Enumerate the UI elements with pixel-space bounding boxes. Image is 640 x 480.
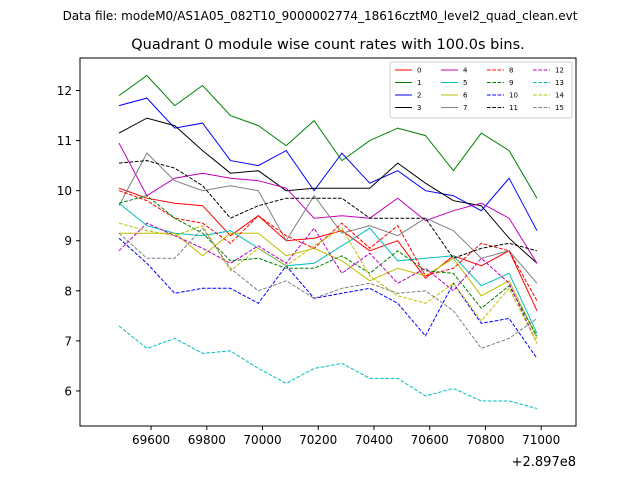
series-line-11	[118, 160, 538, 259]
series-line-8	[118, 190, 538, 302]
legend-label: 6	[463, 92, 468, 100]
axes-frame	[79, 57, 577, 427]
legend-label: 4	[463, 67, 468, 75]
legend-label: 5	[463, 79, 467, 87]
series-line-6	[119, 232, 538, 339]
y-tick-label: 6	[64, 384, 72, 398]
legend-label: 10	[509, 92, 518, 100]
series-line-0	[118, 187, 538, 312]
y-tick-label: 12	[57, 84, 72, 98]
legend-label: 15	[555, 104, 564, 112]
suptitle: Data file: modeM0/AS1A05_082T10_90000027…	[63, 9, 578, 23]
series-line-14	[118, 222, 538, 344]
legend-label: 12	[555, 67, 564, 75]
series-line-13	[118, 325, 538, 409]
series-line-4	[118, 142, 538, 264]
legend-label: 2	[417, 92, 421, 100]
x-tick-label: 70800	[466, 433, 504, 447]
legend-label: 7	[463, 104, 467, 112]
series-line-9	[118, 195, 538, 337]
series-line-1	[118, 74, 538, 199]
legend-label: 11	[509, 104, 518, 112]
chart-title: Quadrant 0 module wise count rates with …	[131, 37, 525, 53]
x-tick-label: 69800	[188, 433, 226, 447]
y-tick-label: 10	[57, 184, 72, 198]
series-line-3	[118, 117, 538, 264]
y-axis: 6 7 8 9 10 11 12	[57, 84, 80, 398]
x-tick-label: 71000	[522, 433, 560, 447]
x-axis: 69600 69800 70000 70200 70400 70600 70800 71000	[132, 426, 560, 447]
series-layer	[118, 74, 538, 409]
x-tick-label: 70400	[355, 433, 393, 447]
legend-label: 13	[555, 79, 564, 87]
series-line-7	[118, 152, 538, 284]
legend-box	[389, 61, 573, 119]
legend-label: 1	[417, 79, 421, 87]
x-tick-label: 70000	[243, 433, 281, 447]
x-tick-label: 70200	[299, 433, 337, 447]
series-line-15	[118, 227, 538, 349]
plot-area	[80, 58, 576, 426]
legend-label: 0	[417, 67, 421, 75]
x-tick-label: 69600	[132, 433, 170, 447]
y-tick-label: 7	[64, 334, 72, 348]
legend-label: 8	[509, 67, 513, 75]
y-tick-label: 11	[57, 134, 72, 148]
legend-label: 9	[509, 79, 513, 87]
x-tick-label: 70600	[411, 433, 449, 447]
y-tick-label: 8	[64, 284, 72, 298]
legend-label: 14	[555, 92, 564, 100]
series-line-12	[118, 222, 538, 344]
x-offset-label: +2.897e8	[512, 455, 576, 470]
y-tick-label: 9	[64, 234, 72, 248]
legend-label: 3	[417, 104, 421, 112]
series-line-10	[118, 237, 538, 359]
